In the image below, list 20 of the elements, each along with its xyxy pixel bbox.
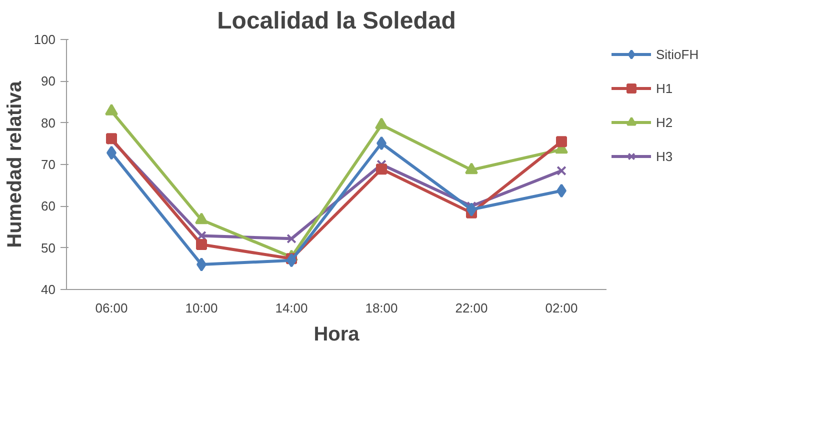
x-tick-label: 18:00 — [365, 300, 398, 316]
y-tick-label: 90 — [41, 74, 56, 89]
y-tick-label: 40 — [41, 282, 56, 297]
x-tick-label: 22:00 — [455, 300, 488, 316]
x-tick-label: 06:00 — [95, 300, 128, 316]
legend-label: H3 — [656, 148, 674, 164]
legend-label: H2 — [656, 114, 674, 130]
y-tick-label: 50 — [41, 240, 56, 256]
x-axis-title: Hora — [314, 324, 360, 346]
y-tick-label: 70 — [41, 157, 56, 172]
y-axis-title: Humedad relativa — [4, 80, 26, 248]
legend-label: H1 — [656, 80, 674, 96]
y-tick-label: 80 — [41, 115, 56, 130]
legend-label: SitioFH — [656, 46, 700, 62]
chart-title: Localidad la Soledad — [217, 8, 456, 34]
y-tick-label: 60 — [41, 198, 56, 214]
x-tick-label: 10:00 — [185, 300, 218, 316]
y-tick-label: 100 — [34, 32, 56, 47]
x-tick-label: 02:00 — [545, 300, 578, 316]
x-tick-label: 14:00 — [275, 300, 308, 316]
